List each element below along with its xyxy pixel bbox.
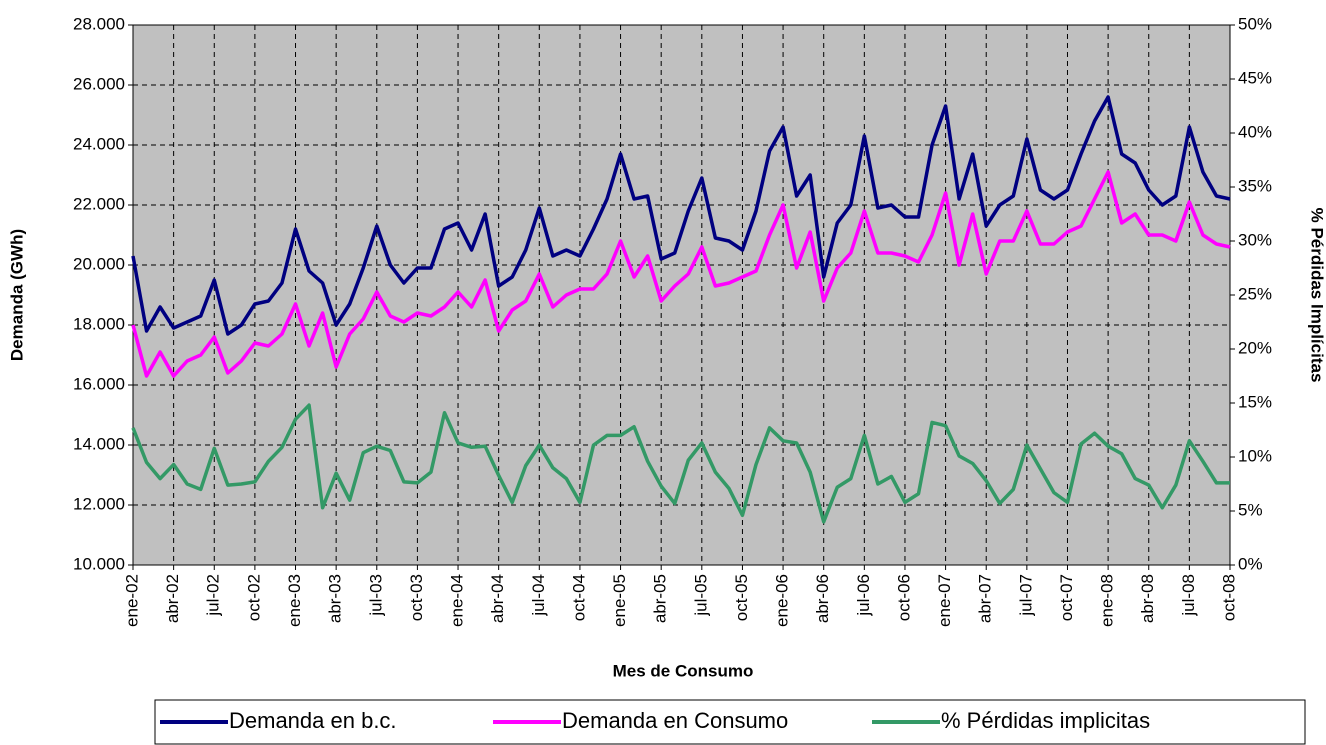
y-tick-label: 26.000 [73,74,125,93]
y2-tick-label: 35% [1238,176,1272,195]
x-tick-label: ene-07 [935,574,954,627]
x-tick-label: jul-02 [204,574,223,617]
x-tick-label: oct-05 [732,574,751,621]
legend-box [154,699,1306,745]
x-tick-label: oct-03 [407,574,426,621]
x-tick-label: oct-04 [569,574,588,621]
x-tick-label: abr-05 [651,574,670,623]
y2-tick-label: 20% [1238,338,1272,357]
y2-axis-title: % Pérdidas Implícitas [1308,208,1326,383]
x-tick-label: oct-07 [1057,574,1076,621]
x-tick-label: jul-04 [529,574,548,617]
x-tick-label: ene-02 [122,574,141,627]
y-tick-label: 24.000 [73,134,125,153]
y2-tick-label: 50% [1238,14,1272,33]
y-tick-label: 22.000 [73,194,125,213]
x-tick-label: jul-05 [691,574,710,617]
series-line [131,403,1230,524]
y-axis-title: Demanda (GWh) [7,229,26,361]
x-tick-label: oct-02 [244,574,263,621]
y2-tick-label: 45% [1238,68,1272,87]
x-tick-label: jul-08 [1179,574,1198,617]
y-tick-label: 20.000 [73,254,125,273]
x-tick-label: jul-07 [1016,574,1035,617]
y2-tick-label: 10% [1238,446,1272,465]
y2-tick-label: 0% [1238,554,1263,573]
plot-border [132,24,1231,566]
plot-area [133,25,1230,565]
x-tick-label: ene-06 [773,574,792,627]
x-tick-label: ene-04 [448,574,467,627]
x-tick-label: oct-08 [1219,574,1238,621]
y2-tick-label: 25% [1238,284,1272,303]
x-tick-label: ene-05 [610,574,629,627]
y-tick-label: 10.000 [73,554,125,573]
y-tick-label: 12.000 [73,494,125,513]
y-tick-label: 28.000 [73,14,125,33]
y2-tick-label: 15% [1238,392,1272,411]
legend-label: Demanda en b.c. [229,708,397,733]
x-tick-label: abr-04 [488,574,507,623]
x-axis-title: Mes de Consumo [613,661,754,680]
x-tick-label: abr-02 [163,574,182,623]
y2-tick-label: 40% [1238,122,1272,141]
series-line [131,95,1231,336]
x-tick-label: ene-08 [1098,574,1117,627]
y2-tick-label: 5% [1238,500,1263,519]
x-tick-label: abr-03 [326,574,345,623]
legend-label: % Pérdidas implicitas [941,708,1150,733]
y2-tick-label: 30% [1238,230,1272,249]
x-tick-label: jul-03 [366,574,385,617]
y-tick-label: 18.000 [73,314,125,333]
x-tick-label: ene-03 [285,574,304,627]
y-tick-label: 14.000 [73,434,125,453]
x-tick-label: oct-06 [894,574,913,621]
series-line [131,170,1231,378]
y-tick-label: 16.000 [73,374,125,393]
legend-label: Demanda en Consumo [562,708,788,733]
x-tick-label: jul-06 [854,574,873,617]
x-tick-label: abr-07 [976,574,995,623]
x-tick-label: abr-06 [813,574,832,623]
x-tick-label: abr-08 [1138,574,1157,623]
